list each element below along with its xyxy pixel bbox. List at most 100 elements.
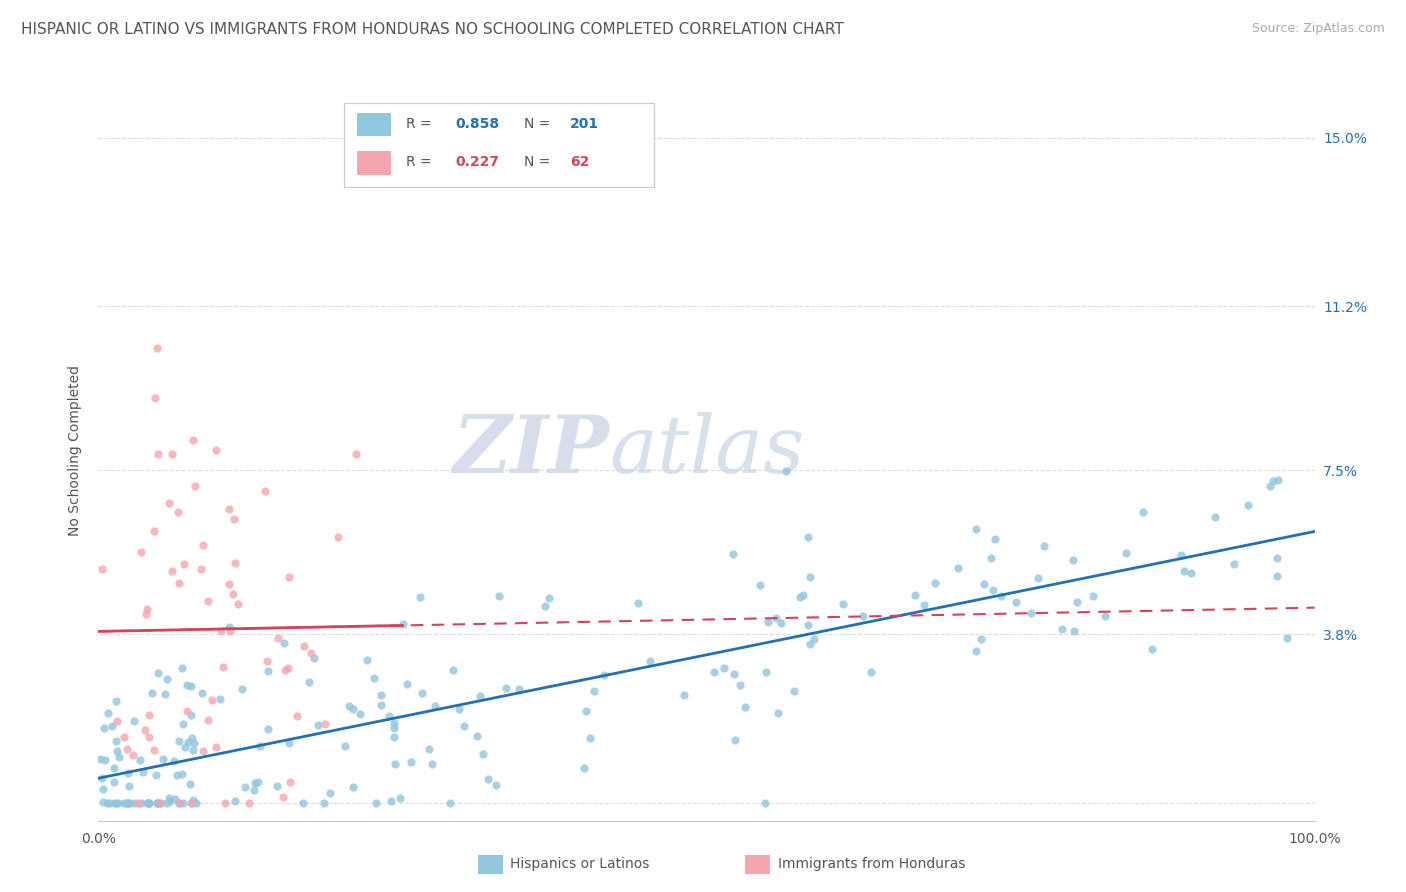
Point bbox=[579, 731, 602, 746]
Point bbox=[224, 794, 246, 808]
Point bbox=[160, 447, 183, 461]
Point bbox=[860, 665, 883, 679]
Point bbox=[218, 577, 240, 591]
Point bbox=[291, 796, 314, 810]
Point bbox=[160, 564, 183, 578]
Point bbox=[226, 597, 249, 611]
Point bbox=[129, 753, 152, 767]
Point bbox=[388, 791, 411, 805]
Point bbox=[134, 723, 156, 737]
Point bbox=[1265, 550, 1288, 565]
Point bbox=[249, 739, 271, 753]
Point bbox=[132, 765, 155, 780]
Point bbox=[769, 616, 792, 631]
Point bbox=[380, 794, 402, 808]
Point bbox=[1170, 548, 1192, 562]
Text: R =: R = bbox=[406, 117, 436, 131]
Point bbox=[129, 796, 152, 810]
Point bbox=[181, 434, 204, 448]
Point bbox=[1267, 473, 1289, 487]
Point bbox=[1180, 566, 1202, 580]
Point bbox=[90, 771, 112, 785]
Point bbox=[728, 677, 751, 691]
Point bbox=[342, 702, 364, 716]
Point bbox=[422, 756, 444, 771]
Point bbox=[163, 754, 186, 768]
Point bbox=[253, 483, 276, 498]
Point bbox=[115, 796, 138, 810]
Point bbox=[411, 686, 433, 700]
Point bbox=[107, 744, 129, 758]
Point bbox=[285, 709, 308, 723]
Point bbox=[163, 791, 186, 805]
Point bbox=[349, 707, 371, 722]
Point bbox=[136, 601, 159, 615]
Text: Hispanics or Latinos: Hispanics or Latinos bbox=[510, 857, 650, 871]
Point bbox=[799, 570, 821, 584]
Point bbox=[129, 545, 152, 559]
Point bbox=[105, 714, 128, 728]
Point bbox=[583, 684, 606, 698]
Point bbox=[1132, 505, 1154, 519]
Point bbox=[292, 640, 315, 654]
Point bbox=[477, 772, 499, 786]
Point bbox=[157, 790, 180, 805]
Text: Immigrants from Honduras: Immigrants from Honduras bbox=[778, 857, 965, 871]
Point bbox=[142, 524, 165, 538]
Point bbox=[449, 702, 471, 716]
Point bbox=[138, 796, 160, 810]
Point bbox=[218, 502, 240, 516]
Point bbox=[638, 654, 661, 668]
Text: 0.227: 0.227 bbox=[456, 155, 499, 169]
Point bbox=[138, 796, 160, 810]
Point bbox=[319, 786, 342, 800]
Point bbox=[1050, 622, 1073, 636]
Point bbox=[204, 443, 226, 458]
Point bbox=[181, 731, 204, 745]
Point bbox=[370, 698, 392, 712]
Point bbox=[181, 743, 204, 757]
Point bbox=[1223, 557, 1246, 571]
Point bbox=[118, 779, 141, 793]
Point bbox=[973, 577, 995, 591]
Point bbox=[756, 615, 779, 630]
Point bbox=[181, 796, 204, 810]
Text: ZIP: ZIP bbox=[453, 412, 609, 489]
Point bbox=[152, 752, 174, 766]
Point bbox=[157, 495, 180, 509]
Point bbox=[914, 598, 936, 612]
Point bbox=[314, 796, 336, 810]
Point bbox=[924, 576, 946, 591]
Text: atlas: atlas bbox=[609, 412, 804, 489]
Point bbox=[112, 731, 135, 745]
Point bbox=[453, 719, 475, 733]
Point bbox=[177, 735, 200, 749]
Point bbox=[803, 632, 825, 646]
Point bbox=[1066, 595, 1088, 609]
Point bbox=[93, 721, 115, 735]
Point bbox=[333, 739, 356, 754]
Point bbox=[197, 713, 219, 727]
Point bbox=[508, 682, 530, 697]
Point bbox=[495, 681, 517, 696]
FancyBboxPatch shape bbox=[357, 112, 391, 136]
Point bbox=[775, 464, 797, 478]
Point bbox=[183, 736, 205, 750]
Point bbox=[169, 796, 191, 810]
Point bbox=[378, 709, 401, 723]
Point bbox=[222, 587, 245, 601]
Point bbox=[277, 661, 299, 675]
Point bbox=[105, 694, 128, 708]
Point bbox=[1173, 564, 1195, 578]
Point bbox=[211, 624, 233, 639]
Point bbox=[384, 756, 406, 771]
Text: N =: N = bbox=[524, 155, 554, 169]
Point bbox=[980, 551, 1002, 566]
Point bbox=[409, 590, 432, 604]
Point bbox=[1275, 631, 1298, 645]
Point bbox=[141, 686, 163, 700]
Point bbox=[783, 684, 806, 698]
Point bbox=[796, 530, 818, 544]
Point bbox=[135, 796, 157, 810]
Point bbox=[174, 739, 197, 754]
